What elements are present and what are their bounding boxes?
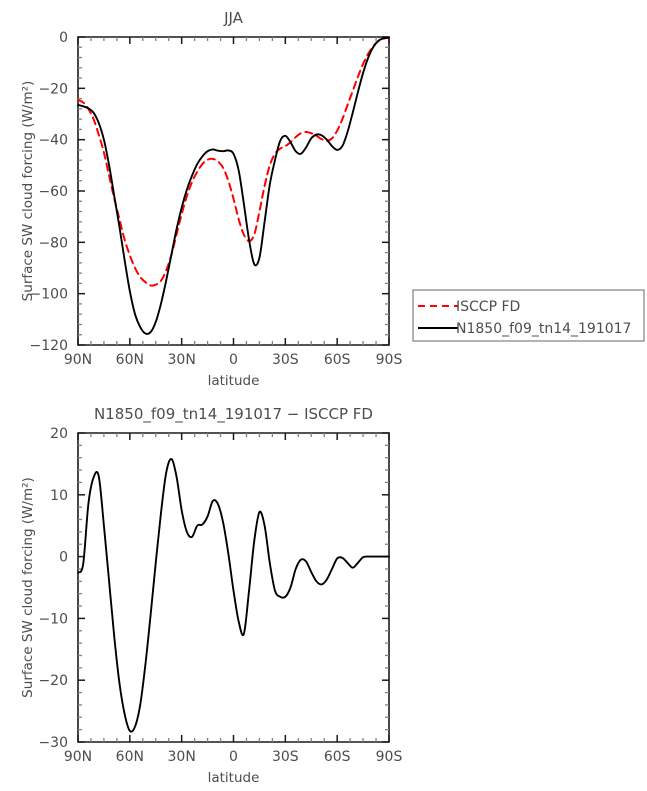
y-tick-label: 0 — [59, 30, 68, 46]
y-axis-label: Surface SW cloud forcing (W/m²) — [20, 477, 36, 698]
series-line-2 — [77, 36, 390, 335]
legend-label-1: ISCCP FD — [456, 299, 520, 315]
y-tick-label: 20 — [50, 426, 68, 442]
x-tick-label: 30S — [272, 352, 299, 368]
x-tick-label: 90S — [376, 749, 403, 765]
y-tick-label: −60 — [38, 184, 68, 200]
x-tick-label: 0 — [229, 352, 238, 368]
series-line-1 — [77, 458, 390, 733]
x-tick-label: 60S — [324, 749, 351, 765]
panel-bottom-panel: N1850_f09_tn14_191017 − ISCCP FD 90N 60N 30… — [20, 405, 402, 786]
series-line-1 — [77, 36, 390, 287]
x-tick-label: 30S — [272, 749, 299, 765]
panel-title-top-panel: JJA — [223, 9, 244, 27]
x-tick-label: 30N — [168, 749, 196, 765]
y-tick-label: 10 — [50, 488, 68, 504]
x-tick-label: 60S — [324, 352, 351, 368]
y-axis-label: Surface SW cloud forcing (W/m²) — [20, 81, 36, 302]
x-tick-label: 0 — [229, 749, 238, 765]
x-axis-label: latitude — [208, 373, 260, 389]
plot-frame — [77, 36, 390, 346]
x-tick-label: 90N — [64, 749, 92, 765]
y-tick-label: −30 — [38, 735, 68, 751]
y-tick-label: −120 — [30, 338, 68, 354]
y-tick-label: −20 — [38, 81, 68, 97]
x-tick-label: 90N — [64, 352, 92, 368]
x-tick-label: 60N — [116, 749, 144, 765]
x-axis-label: latitude — [208, 770, 260, 786]
legend-label-2: N1850_f09_tn14_191017 — [456, 321, 631, 337]
panel-top-panel: JJA 90N 60N 30N 0 30S 60S 90S latitude 0 −20 −40 −60… — [20, 9, 402, 389]
y-tick-label: −80 — [38, 235, 68, 251]
x-tick-label: 30N — [168, 352, 196, 368]
y-tick-label: −10 — [38, 611, 68, 627]
x-tick-label: 60N — [116, 352, 144, 368]
legend: ISCCP FD N1850_f09_tn14_191017 — [412, 289, 645, 342]
x-tick-label: 90S — [376, 352, 403, 368]
legend-box — [412, 289, 645, 342]
y-tick-label: −100 — [30, 287, 68, 303]
y-tick-label: −40 — [38, 133, 68, 149]
y-tick-label: 0 — [59, 550, 68, 566]
y-tick-label: −20 — [38, 673, 68, 689]
panel-title-bottom-panel: N1850_f09_tn14_191017 − ISCCP FD — [94, 405, 373, 424]
